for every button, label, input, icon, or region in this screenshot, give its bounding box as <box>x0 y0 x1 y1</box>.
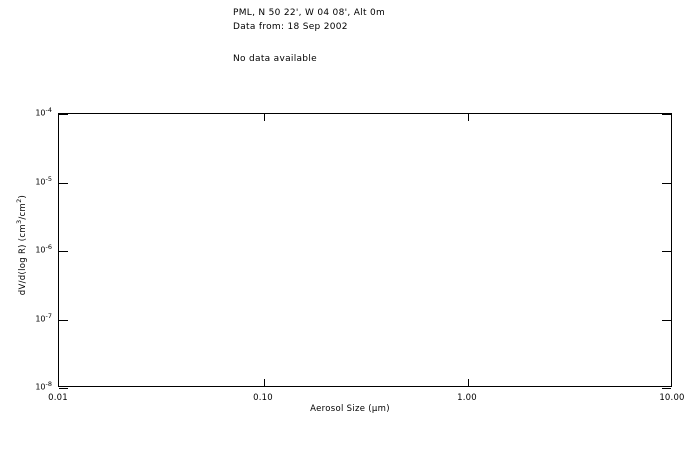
x-axis-tick-label: 0.10 <box>253 393 273 403</box>
x-axis-tick-top <box>264 114 265 121</box>
chart-plot-area <box>58 113 672 389</box>
x-axis-tick-label: 0.01 <box>48 393 68 403</box>
x-axis-tick-bottom <box>468 379 469 386</box>
y-axis-tick-right <box>662 251 671 252</box>
y-axis-tick-label: 10-4 <box>35 105 52 118</box>
x-axis-tick-bottom <box>264 379 265 386</box>
no-data-message: No data available <box>233 54 317 64</box>
y-axis-tick-left <box>59 388 68 389</box>
x-axis-title: Aerosol Size (μm) <box>310 404 390 414</box>
y-axis-tick-label: 10-8 <box>35 379 52 392</box>
data-date-text: Data from: 18 Sep 2002 <box>233 22 348 32</box>
x-axis-tick-top <box>468 114 469 121</box>
y-axis-title-text: dV/d(log R) (cm3/cm2) <box>15 194 28 296</box>
y-axis-tick-label: 10-5 <box>35 174 52 187</box>
station-location-text: PML, N 50 22', W 04 08', Alt 0m <box>233 8 386 18</box>
y-axis-tick-right <box>662 388 671 389</box>
y-axis-tick-label: 10-7 <box>35 311 52 324</box>
y-axis-tick-left <box>59 183 68 184</box>
y-axis-tick-right <box>662 183 671 184</box>
y-axis-tick-left <box>59 251 68 252</box>
y-axis-title: dV/d(log R) (cm3/cm2) <box>15 175 28 315</box>
y-axis-tick-left <box>59 114 68 115</box>
y-axis-tick-label: 10-6 <box>35 242 52 255</box>
x-axis-tick-label: 10.00 <box>659 393 685 403</box>
y-axis-tick-right <box>662 320 671 321</box>
y-axis-tick-right <box>662 114 671 115</box>
x-axis-tick-label: 1.00 <box>457 393 477 403</box>
y-axis-tick-left <box>59 320 68 321</box>
plot-header: PML, N 50 22', W 04 08', Alt 0m Data fro… <box>233 6 385 34</box>
